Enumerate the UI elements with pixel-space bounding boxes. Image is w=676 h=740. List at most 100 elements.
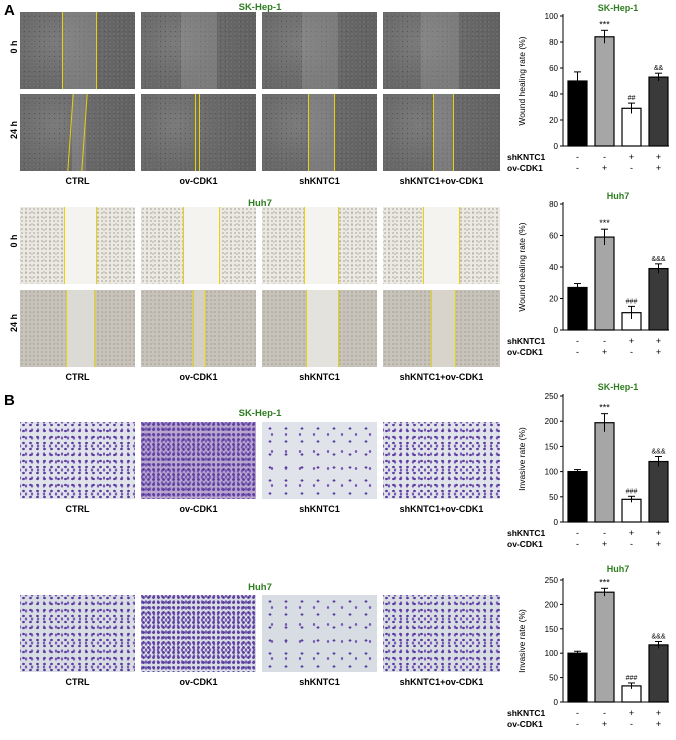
factor-sign: - (576, 336, 579, 346)
factor-sign: + (602, 163, 607, 173)
panel-letter-b: B (4, 392, 15, 409)
image-huh-24h-ctrl (20, 290, 135, 367)
image-huh-24h-shkntc1 (262, 290, 377, 367)
col-label-inv-sk-ctrl: CTRL (65, 504, 90, 514)
bar (648, 644, 669, 703)
section-title-b-sk: SK-Hep-1 (238, 408, 282, 419)
factor-label: ov-CDK1 (507, 163, 543, 173)
factor-sign: + (629, 708, 634, 718)
significance-label: ### (626, 298, 638, 305)
bar (594, 236, 615, 331)
factor-sign: + (656, 152, 661, 162)
factor-sign: - (603, 336, 606, 346)
image-huh-24h-ovcdk1 (141, 290, 256, 367)
y-tick-label: 100 (545, 468, 559, 477)
y-tick-label: 40 (549, 263, 558, 272)
factor-sign: + (656, 719, 661, 729)
factor-label: shKNTC1 (507, 336, 546, 346)
col-label-inv-sk-combo: shKNTC1+ov-CDK1 (399, 504, 484, 514)
factor-label: shKNTC1 (507, 528, 546, 538)
factor-label: ov-CDK1 (507, 539, 543, 549)
col-label-combo: shKNTC1+ov-CDK1 (399, 176, 484, 186)
row-label-huh-0h: 0 h (9, 234, 19, 248)
factor-sign: + (656, 336, 661, 346)
significance-label: ### (626, 675, 638, 682)
y-tick-label: 150 (545, 442, 559, 451)
image-inv-huh-ctrl (20, 595, 135, 672)
factor-sign: - (603, 528, 606, 538)
bar (567, 80, 588, 147)
chart-invasive-sk: SK-Hep-1 Invasive rate (%) 0 50 100 150 200 250… (507, 382, 669, 549)
chart-wound-huh: Huh7 Wound healing rate (%) 0 20 40 60 80 *** ##… (507, 191, 669, 357)
factor-sign: - (630, 347, 633, 357)
factor-label: ov-CDK1 (507, 719, 543, 729)
image-inv-huh-combo (383, 595, 500, 672)
y-tick-label: 250 (545, 392, 559, 401)
factor-sign: + (656, 163, 661, 173)
col-label-inv-huh-shkntc1: shKNTC1 (299, 677, 340, 687)
bar (594, 422, 615, 523)
y-tick-label: 0 (554, 326, 559, 335)
factor-sign: + (656, 708, 661, 718)
chart-title: Huh7 (607, 191, 630, 201)
y-tick-label: 200 (545, 600, 559, 609)
y-tick-label: 0 (554, 518, 559, 527)
significance-label: *** (599, 218, 610, 228)
significance-label: ## (628, 95, 636, 102)
y-tick-label: 60 (549, 64, 558, 73)
significance-label: *** (599, 577, 610, 587)
bar (648, 267, 669, 331)
y-tick-label: 100 (545, 12, 559, 21)
bar (567, 470, 588, 523)
image-inv-sk-shkntc1 (262, 422, 377, 499)
factor-label: shKNTC1 (507, 708, 546, 718)
factor-sign: + (602, 539, 607, 549)
significance-label: &&& (651, 256, 665, 263)
factor-sign: + (629, 528, 634, 538)
col-label-inv-huh-ovcdk1: ov-CDK1 (179, 677, 218, 687)
factor-sign: - (630, 719, 633, 729)
factor-sign: - (576, 539, 579, 549)
row-label-24h: 24 h (9, 121, 19, 140)
factor-sign: - (630, 539, 633, 549)
bar (621, 107, 642, 147)
factor-sign: + (602, 347, 607, 357)
col-label-huh-shkntc1: shKNTC1 (299, 372, 340, 382)
image-sk-0h-ovcdk1 (141, 12, 256, 89)
factor-label: shKNTC1 (507, 152, 546, 162)
col-label-huh-ctrl: CTRL (65, 372, 90, 382)
col-label-huh-ovcdk1: ov-CDK1 (179, 372, 218, 382)
y-tick-label: 40 (549, 90, 558, 99)
factor-sign: + (656, 539, 661, 549)
col-label-shkntc1: shKNTC1 (299, 176, 340, 186)
factor-sign: + (629, 152, 634, 162)
section-title-a-huh: Huh7 (248, 198, 272, 209)
y-tick-label: 0 (554, 142, 559, 151)
factor-label: ov-CDK1 (507, 347, 543, 357)
image-inv-sk-ovcdk1 (141, 422, 256, 499)
y-tick-label: 0 (554, 698, 559, 707)
col-label-inv-huh-combo: shKNTC1+ov-CDK1 (399, 677, 484, 687)
bar (594, 591, 615, 703)
y-axis-label: Invasive rate (%) (517, 609, 527, 673)
panel-letter-a: A (4, 2, 15, 19)
y-tick-label: 20 (549, 295, 558, 304)
section-title-a-sk: SK-Hep-1 (238, 2, 282, 13)
image-inv-huh-ovcdk1 (141, 595, 256, 672)
factor-sign: - (576, 719, 579, 729)
row-label-0h: 0 h (9, 40, 19, 54)
chart-title: SK-Hep-1 (598, 3, 639, 13)
image-sk-24h-shkntc1 (262, 94, 377, 171)
image-inv-huh-shkntc1 (262, 595, 377, 672)
y-axis-label: Wound healing rate (%) (517, 36, 527, 125)
image-huh-24h-combo (383, 290, 500, 367)
y-tick-label: 150 (545, 625, 559, 634)
y-tick-label: 50 (549, 493, 558, 502)
factor-sign: + (656, 347, 661, 357)
bar (594, 36, 615, 147)
y-tick-label: 20 (549, 116, 558, 125)
bar (648, 76, 669, 147)
significance-label: &&& (651, 633, 665, 640)
significance-label: *** (599, 19, 610, 29)
image-inv-sk-combo (383, 422, 500, 499)
